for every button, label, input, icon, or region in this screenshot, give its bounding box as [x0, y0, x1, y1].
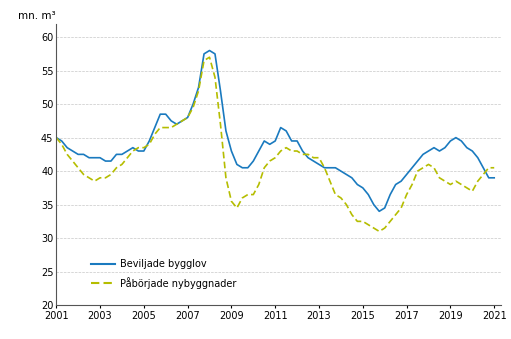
Påbörjade nybyggnader [458, 182, 464, 186]
Påbörjade nybyggnader [420, 166, 426, 170]
Påbörjade nybyggnader [387, 219, 393, 223]
Line: Beviljade bygglov: Beviljade bygglov [56, 51, 494, 211]
Beviljade bygglov [387, 193, 393, 197]
Beviljade bygglov [376, 209, 382, 213]
Text: mn. m³: mn. m³ [18, 11, 56, 21]
Påbörjade nybyggnader [206, 55, 213, 59]
Beviljade bygglov [299, 149, 306, 153]
Påbörjade nybyggnader [442, 179, 448, 183]
Påbörjade nybyggnader [376, 230, 382, 234]
Beviljade bygglov [332, 166, 338, 170]
Beviljade bygglov [206, 48, 213, 53]
Påbörjade nybyggnader [332, 193, 338, 197]
Beviljade bygglov [442, 146, 448, 150]
Påbörjade nybyggnader [53, 136, 59, 140]
Legend: Beviljade bygglov, Påbörjade nybyggnader: Beviljade bygglov, Påbörjade nybyggnader [88, 256, 239, 292]
Påbörjade nybyggnader [299, 152, 306, 156]
Beviljade bygglov [420, 152, 426, 156]
Line: Påbörjade nybyggnader: Påbörjade nybyggnader [56, 57, 494, 232]
Påbörjade nybyggnader [491, 166, 497, 170]
Beviljade bygglov [458, 139, 464, 143]
Beviljade bygglov [491, 176, 497, 180]
Beviljade bygglov [53, 136, 59, 140]
